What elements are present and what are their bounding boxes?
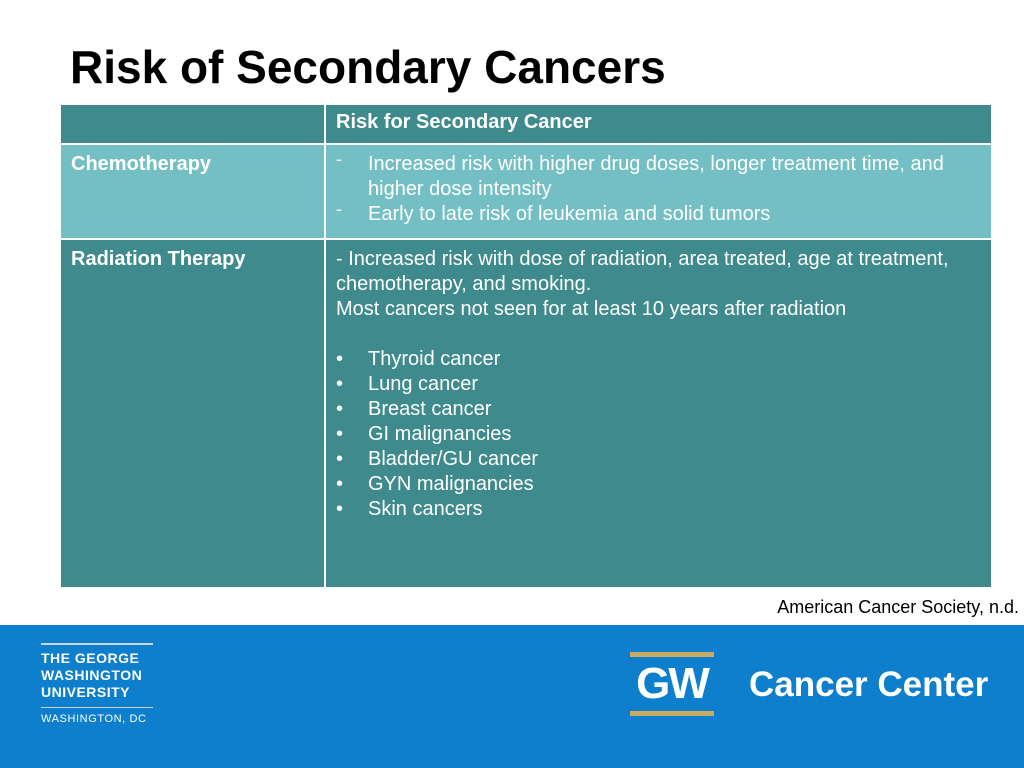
slide-title: Risk of Secondary Cancers — [70, 41, 666, 93]
list-item: - Increased risk with higher drug doses,… — [336, 149, 981, 202]
logo-rule-bottom — [41, 707, 153, 708]
logo-rule-top — [41, 643, 153, 645]
list-item-text: GI malignancies — [368, 423, 512, 445]
chemotherapy-risks-cell: - Increased risk with higher drug doses,… — [324, 143, 993, 240]
list-item: • GYN malignancies — [336, 472, 981, 497]
table-row-radiation: Radiation Therapy - Increased risk with … — [59, 238, 993, 589]
logo-location: WASHINGTON, DC — [41, 713, 147, 725]
bullet: • — [336, 498, 344, 520]
logo-line: WASHINGTON — [41, 667, 143, 683]
list-item: • GI malignancies — [336, 422, 981, 447]
radiation-risks-cell: - Increased risk with dose of radiation,… — [324, 238, 993, 589]
bullet: • — [336, 373, 344, 395]
radiation-intro: - Increased risk with dose of radiation,… — [336, 248, 949, 295]
header-risk-cell: Risk for Secondary Cancer — [324, 103, 993, 145]
list-item: • Skin cancers — [336, 497, 981, 522]
secondary-cancer-list: • Thyroid cancer • Lung cancer • Breast can… — [336, 347, 981, 522]
chemotherapy-risk-list: - Increased risk with higher drug doses,… — [336, 149, 981, 227]
list-item: • Lung cancer — [336, 372, 981, 397]
source-citation: American Cancer Society, n.d. — [777, 597, 1019, 617]
dash-bullet: - — [336, 149, 342, 169]
list-item-text: Thyroid cancer — [368, 348, 501, 370]
list-item: • Thyroid cancer — [336, 347, 981, 372]
list-item-text: Bladder/GU cancer — [368, 448, 539, 470]
spacer — [336, 322, 981, 347]
bullet: • — [336, 448, 344, 470]
list-item-text: Lung cancer — [368, 373, 479, 395]
gwu-logo: THE GEORGE WASHINGTON UNIVERSITY WASHING… — [41, 643, 153, 725]
cancer-center-name: Cancer Center — [749, 665, 989, 704]
bullet: • — [336, 398, 344, 420]
header-empty-cell — [59, 103, 326, 145]
list-item-text: Increased risk with higher drug doses, l… — [368, 153, 944, 200]
list-item-text: GYN malignancies — [368, 473, 534, 495]
dash-bullet: - — [336, 199, 342, 219]
logo-line: UNIVERSITY — [41, 684, 131, 700]
chemotherapy-label: Chemotherapy — [59, 143, 326, 240]
radiation-note: Most cancers not seen for at least 10 ye… — [336, 298, 847, 320]
gw-monogram: GW — [630, 652, 714, 716]
list-item-text: Early to late risk of leukemia and solid… — [368, 203, 771, 225]
bullet: • — [336, 473, 344, 495]
risk-table: Risk for Secondary Cancer Chemotherapy -… — [59, 103, 993, 589]
table-header-row: Risk for Secondary Cancer — [59, 103, 993, 145]
radiation-therapy-label: Radiation Therapy — [59, 238, 326, 589]
bullet: • — [336, 423, 344, 445]
list-item: - Early to late risk of leukemia and sol… — [336, 199, 981, 227]
bullet: • — [336, 348, 344, 370]
list-item: • Breast cancer — [336, 397, 981, 422]
gold-bar-bottom — [630, 711, 714, 716]
list-item-text: Skin cancers — [368, 498, 483, 520]
gw-monogram-letters: GW — [636, 659, 710, 708]
footer-banner: THE GEORGE WASHINGTON UNIVERSITY WASHING… — [0, 625, 1024, 768]
logo-line: THE GEORGE — [41, 650, 140, 666]
list-item-text: Breast cancer — [368, 398, 492, 420]
table-row-chemotherapy: Chemotherapy - Increased risk with highe… — [59, 143, 993, 240]
list-item: • Bladder/GU cancer — [336, 447, 981, 472]
gold-bar-top — [630, 652, 714, 657]
